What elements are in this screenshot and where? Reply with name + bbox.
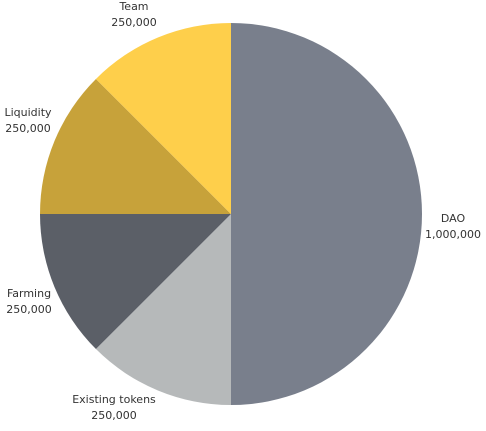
- slice-label-value: 1,000,000: [425, 228, 481, 241]
- slice-label-group-dao: DAO 1,000,000: [425, 212, 481, 241]
- slice-label-group-existing-tokens: Existing tokens 250,000: [72, 393, 156, 422]
- pie-slice-existing-tokens[interactable]: [95, 214, 231, 405]
- slices-layer: [40, 23, 422, 405]
- pie-slice-farming[interactable]: [40, 214, 231, 350]
- slice-label-name: Team: [118, 0, 148, 13]
- slice-label-name: Existing tokens: [72, 393, 156, 406]
- slice-label-name: DAO: [441, 212, 466, 225]
- slice-label-name: Liquidity: [4, 106, 52, 119]
- slice-label-value: 250,000: [6, 303, 52, 316]
- pie-slice-dao[interactable]: [231, 23, 422, 405]
- slice-label-name: Farming: [7, 287, 51, 300]
- slice-label-value: 250,000: [5, 122, 51, 135]
- slice-label-group-team: Team 250,000: [111, 0, 157, 29]
- pie-slice-team[interactable]: [95, 23, 231, 214]
- slice-label-value: 250,000: [111, 16, 157, 29]
- slice-label-group-farming: Farming 250,000: [6, 287, 52, 316]
- slice-label-value: 250,000: [91, 409, 137, 422]
- slice-label-group-liquidity: Liquidity 250,000: [4, 106, 52, 135]
- pie-slice-liquidity[interactable]: [40, 78, 231, 214]
